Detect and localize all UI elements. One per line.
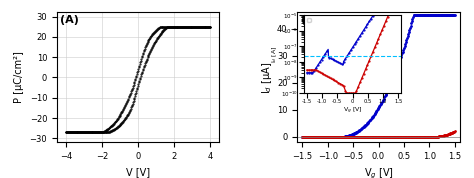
X-axis label: V$_g$ [V]: V$_g$ [V] — [364, 167, 393, 178]
Y-axis label: P [μC/cm²]: P [μC/cm²] — [14, 51, 24, 103]
Text: (A): (A) — [60, 15, 79, 25]
Y-axis label: I$_d$ [μA]: I$_d$ [μA] — [260, 61, 274, 94]
X-axis label: V [V]: V [V] — [126, 167, 150, 177]
Text: (B): (B) — [301, 15, 319, 25]
